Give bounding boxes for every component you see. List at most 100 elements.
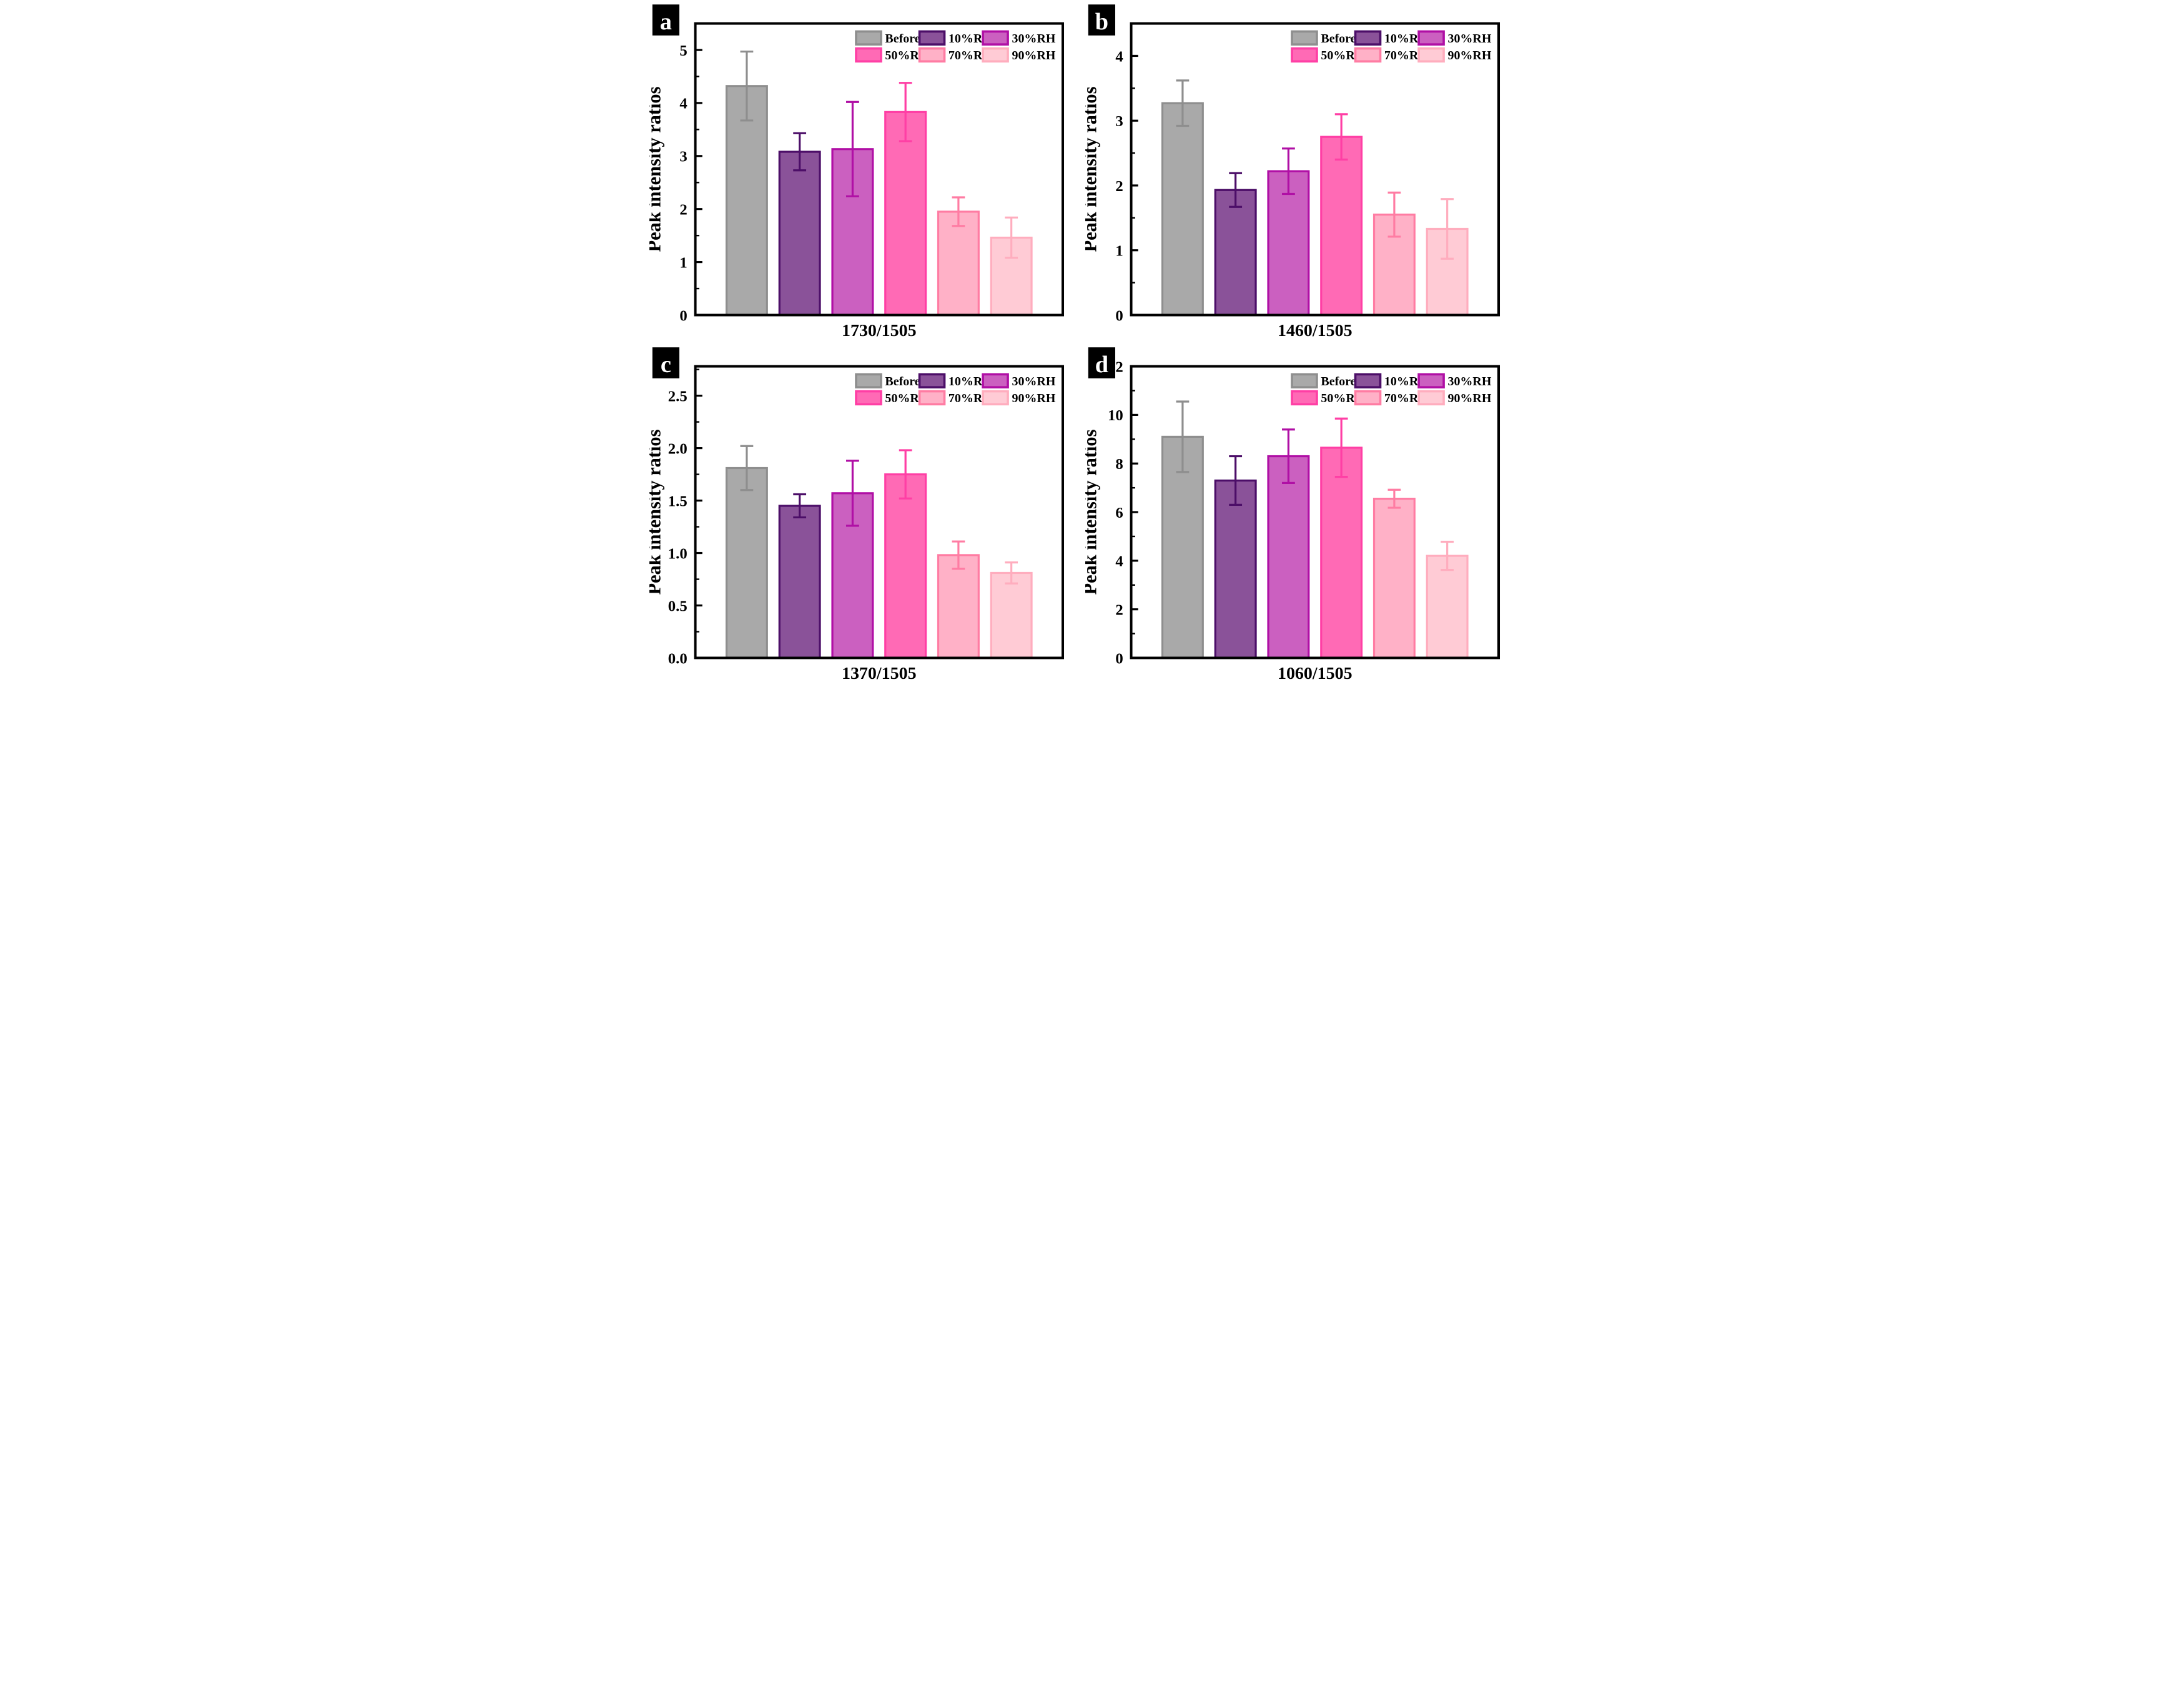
- y-tick-label: 4: [679, 96, 687, 112]
- bars-group: [725, 85, 1033, 317]
- legend: Before 10%RH 30%RH 50%RH 70%RH 90%RH: [1291, 30, 1492, 63]
- y-tick-label: 1: [679, 254, 687, 271]
- error-bar-before: [1176, 79, 1190, 127]
- chart-panel-b: 0 1 2 3 4 Peak intensity ratios 1460/1505 Befor…: [1085, 2, 1519, 344]
- error-bar-before: [740, 445, 754, 491]
- y-tick-label: 10: [1108, 407, 1123, 424]
- legend-label: 90%RH: [1012, 392, 1055, 405]
- legend-item-50pctrh: 50%RH: [1291, 390, 1365, 406]
- legend-label: Before: [885, 375, 920, 388]
- bar-10pctrh: [1214, 479, 1257, 659]
- legend-swatch-50pctrh: [1291, 390, 1318, 406]
- error-bar-before: [1176, 400, 1190, 473]
- error-bar-50pctrh: [899, 449, 912, 500]
- bar-10pctrh: [1214, 189, 1257, 317]
- y-axis-title: Peak intensity ratios: [1085, 86, 1101, 252]
- error-bars-group: [740, 445, 1018, 585]
- legend-label: 30%RH: [1447, 375, 1491, 388]
- bar-before: [1161, 102, 1204, 317]
- legend-item-30pctrh: 30%RH: [1417, 373, 1492, 388]
- x-axis-label: 1060/1505: [1278, 664, 1353, 683]
- bar-before: [725, 85, 768, 317]
- error-bar-50pctrh: [1334, 417, 1348, 478]
- legend-swatch-90pctrh: [1417, 47, 1445, 63]
- y-tick-label: 4: [1115, 553, 1123, 570]
- legend-item-30pctrh: 30%RH: [1417, 30, 1492, 46]
- legend-item-50pctrh: 50%RH: [855, 390, 929, 405]
- legend-label: 70%RH: [948, 49, 992, 62]
- legend-item-10pctrh: 10%RH: [918, 373, 992, 388]
- error-bar-10pctrh: [793, 493, 807, 518]
- error-bar-70pctrh: [1387, 191, 1401, 238]
- error-bar-90pctrh: [1005, 216, 1018, 259]
- y-tick-label: 0.0: [668, 650, 687, 667]
- legend-label: 30%RH: [1012, 375, 1055, 388]
- y-tick-label: 3: [1115, 113, 1123, 130]
- legend-item-70pctrh: 70%RH: [1354, 390, 1428, 405]
- legend: Before 10%RH 30%RH 50%RH 70%RH 90%RH: [1291, 373, 1492, 406]
- bar-50pctrh: [1320, 136, 1363, 317]
- legend-label: 70%RH: [1384, 49, 1428, 62]
- legend-item-70pctrh: 70%RH: [918, 47, 992, 62]
- error-bars-group: [1176, 79, 1454, 260]
- panel-letter-box: [1088, 4, 1115, 36]
- y-tick-label: 4: [1115, 48, 1123, 65]
- bars-group: [725, 466, 1033, 659]
- x-axis-label: 1370/1505: [842, 664, 917, 683]
- legend-item-50pctrh: 50%RH: [1291, 47, 1365, 62]
- legend-label: 50%RH: [1321, 392, 1364, 405]
- legend-item-10pctrh: 10%RH: [1354, 373, 1428, 388]
- legend-label: Before: [885, 32, 920, 46]
- y-tick-label: 5: [679, 42, 687, 59]
- panel-letter: a: [660, 9, 672, 35]
- x-axis-label: 1460/1505: [1278, 321, 1353, 340]
- panel-letter-badge: d: [1088, 347, 1115, 378]
- error-bars-group: [1176, 400, 1454, 571]
- legend-item-50pctrh: 50%RH: [855, 47, 929, 62]
- legend: Before 10%RH 30%RH 50%RH 70%RH 90%RH: [855, 30, 1056, 62]
- legend-item-90pctrh: 90%RH: [1417, 47, 1492, 63]
- error-bars-group: [740, 50, 1018, 259]
- y-tick-label: 1.0: [668, 545, 687, 562]
- bar-70pctrh: [937, 554, 980, 659]
- legend-label: 10%RH: [1384, 32, 1428, 46]
- legend-item-30pctrh: 30%RH: [982, 30, 1056, 46]
- bar-90pctrh: [990, 571, 1033, 659]
- bar-70pctrh: [937, 210, 980, 317]
- y-tick-label: 2: [679, 202, 687, 219]
- error-bar-30pctrh: [1282, 147, 1295, 195]
- bars-group: [1161, 102, 1469, 317]
- y-axis-ticks: 0.0 0.5 1.0 1.5 2.0 2.5: [668, 368, 702, 667]
- error-bar-30pctrh: [846, 101, 859, 197]
- legend-swatch-90pctrh: [982, 390, 1009, 406]
- panel-letter-badge: c: [652, 347, 679, 378]
- legend-swatch-30pctrh: [1417, 30, 1445, 46]
- panel-letter-box: [652, 347, 679, 378]
- y-axis-title: Peak intensity ratios: [1085, 429, 1101, 595]
- legend-label: 50%RH: [1321, 49, 1364, 62]
- y-tick-label: 1.5: [668, 493, 687, 510]
- legend-item-90pctrh: 90%RH: [982, 47, 1056, 62]
- legend-swatch-before: [855, 373, 882, 388]
- panel-letter-badge: b: [1088, 4, 1115, 36]
- bar-30pctrh: [1267, 455, 1310, 659]
- legend-item-30pctrh: 30%RH: [982, 373, 1056, 388]
- legend-item-before: Before: [1291, 30, 1356, 46]
- bar-90pctrh: [1426, 555, 1469, 659]
- legend-label: Before: [1321, 375, 1356, 388]
- legend-item-90pctrh: 90%RH: [982, 390, 1056, 406]
- legend-label: 70%RH: [1384, 392, 1428, 405]
- error-bar-70pctrh: [1387, 488, 1401, 509]
- panel-letter: d: [1095, 352, 1108, 378]
- y-tick-label: 2: [1115, 178, 1123, 195]
- y-tick-label: 2.0: [668, 440, 687, 457]
- legend-label: 30%RH: [1012, 32, 1055, 46]
- legend-item-10pctrh: 10%RH: [918, 30, 992, 46]
- legend-item-before: Before: [855, 30, 920, 46]
- panel-letter-box: [1088, 347, 1115, 378]
- error-bar-70pctrh: [952, 540, 965, 570]
- axes-frame: [1130, 22, 1500, 317]
- legend-label: 90%RH: [1447, 49, 1491, 62]
- error-bar-30pctrh: [846, 460, 859, 527]
- error-bar-30pctrh: [1282, 428, 1295, 484]
